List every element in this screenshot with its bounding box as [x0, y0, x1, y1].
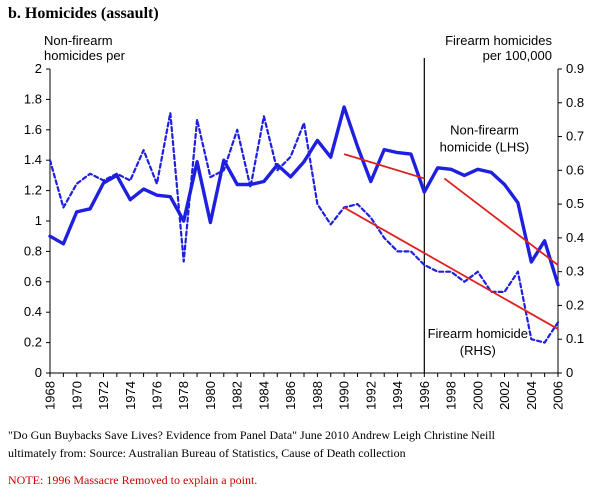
chart-title: b. Homicides (assault): [8, 5, 159, 22]
x-tick-label: 1980: [203, 381, 218, 410]
non-firearm-annotation: Non-firearm: [450, 122, 519, 137]
left-tick-label: 1.6: [24, 122, 42, 137]
x-tick-label: 1986: [283, 381, 298, 410]
firearm-series-line: [48, 111, 560, 344]
x-tick-label: 1972: [96, 381, 111, 410]
left-axis-label: Non-firearm homicides per: [44, 33, 125, 63]
left-axis-label-line2: homicides per: [44, 48, 125, 63]
right-axis-label-line1: Firearm homicides: [445, 33, 552, 48]
x-tick-label: 1968: [43, 381, 58, 410]
trend-line-1: [343, 153, 425, 180]
right-tick-label: 0.1: [566, 331, 584, 346]
note-text: NOTE: 1996 Massacre Removed to explain a…: [8, 473, 258, 487]
x-tick-label: 2002: [497, 381, 512, 410]
x-tick-label: 1998: [444, 381, 459, 410]
left-tick-label: 0.8: [24, 243, 42, 258]
left-tick-label: 1.8: [24, 91, 42, 106]
right-tick-label: 0.4: [566, 230, 584, 245]
right-axis-label-line2: per 100,000: [482, 48, 552, 63]
x-tick-label: 1974: [123, 381, 138, 410]
left-axis-label-line1: Non-firearm: [44, 33, 113, 48]
x-tick-label: 2000: [470, 381, 485, 410]
x-tick-label: 1988: [310, 381, 325, 410]
x-tick-label: 1982: [230, 381, 245, 410]
x-tick-label: 1976: [149, 381, 164, 410]
right-tick-label: 0.2: [566, 297, 584, 312]
trend-line-3: [343, 206, 559, 330]
source-citation: "Do Gun Buybacks Save Lives? Evidence fr…: [8, 428, 496, 442]
firearm-annotation: Firearm homicide: [428, 326, 528, 341]
non-firearm-annotation: homicide (LHS): [440, 139, 530, 154]
right-tick-label: 0.9: [566, 61, 584, 76]
right-tick-label: 0.3: [566, 264, 584, 279]
right-tick-label: 0.8: [566, 95, 584, 110]
x-tick-label: 1994: [390, 381, 405, 410]
x-tick-label: 1992: [363, 381, 378, 410]
x-tick-label: 1990: [337, 381, 352, 410]
x-tick-label: 2004: [524, 381, 539, 410]
right-axis-label: Firearm homicides per 100,000: [445, 33, 552, 63]
source-attribution: ultimately from: Source: Australian Bure…: [8, 446, 406, 460]
left-tick-label: 0.4: [24, 304, 42, 319]
left-tick-label: 2: [35, 61, 42, 76]
non-firearm-series-line: [48, 105, 560, 287]
x-tick-label: 1996: [417, 381, 432, 410]
left-tick-label: 1.2: [24, 183, 42, 198]
right-tick-label: 0.6: [566, 162, 584, 177]
x-tick-label: 1978: [176, 381, 191, 410]
left-tick-label: 1: [35, 213, 42, 228]
right-tick-label: 0.7: [566, 129, 584, 144]
x-tick-label: 1984: [256, 381, 271, 410]
x-tick-label: 2006: [551, 381, 566, 410]
right-tick-label: 0.5: [566, 196, 584, 211]
left-tick-label: 0.6: [24, 274, 42, 289]
right-tick-label: 0: [566, 365, 573, 380]
left-tick-label: 0.2: [24, 335, 42, 350]
left-tick-label: 1.4: [24, 152, 42, 167]
trend-line-2: [443, 177, 559, 266]
firearm-annotation: (RHS): [460, 343, 496, 358]
left-tick-label: 0: [35, 365, 42, 380]
x-tick-label: 1970: [69, 381, 84, 410]
